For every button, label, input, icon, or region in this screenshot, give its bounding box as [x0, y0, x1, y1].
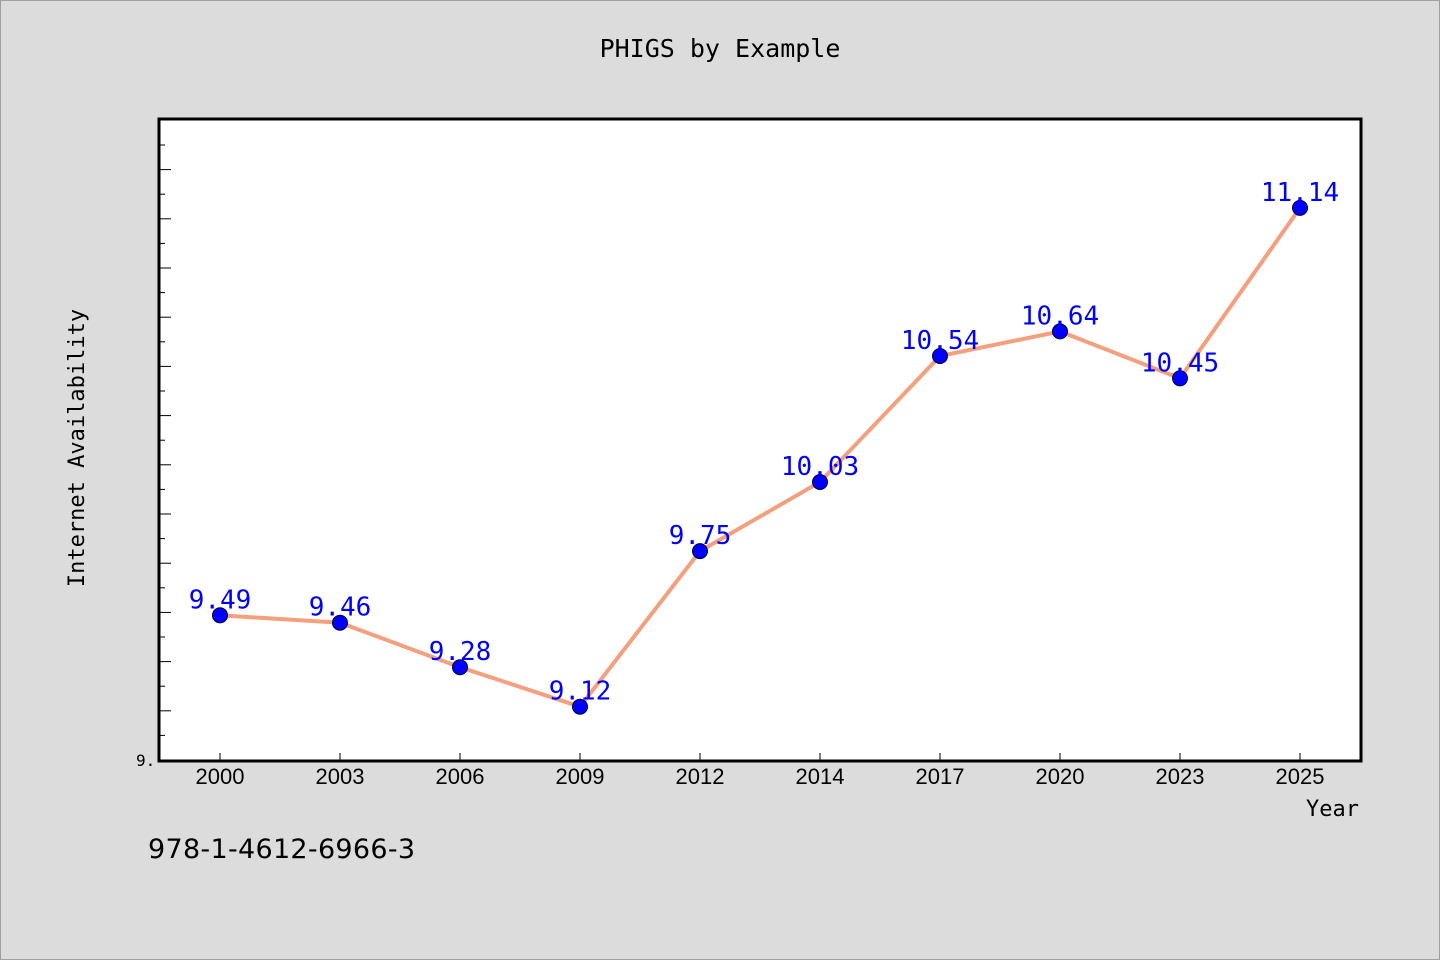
x-tick-label: 2000: [196, 764, 245, 789]
y-axis-label: Internet Availability: [65, 309, 90, 587]
x-tick-label: 2006: [436, 764, 485, 789]
data-points: [212, 199, 1308, 715]
x-tick-label: 2023: [1156, 764, 1205, 789]
x-tick-label: 2012: [676, 764, 725, 789]
y-tick-label: 9.: [136, 751, 155, 770]
x-tick-label: 2017: [916, 764, 965, 789]
x-tick-labels: 2000 2003 2006 2009 2012 2014 2017 2020 2023 2025: [196, 764, 1325, 789]
data-label: 9.12: [549, 677, 612, 707]
x-tick-label: 2020: [1036, 764, 1085, 789]
data-label: 10.03: [781, 452, 859, 482]
data-point: [1172, 370, 1188, 387]
data-labels: 9.49 9.46 9.28 9.12 9.75 10.03 10.54 10.64 10.45…: [189, 178, 1339, 707]
x-axis-ticks: [219, 753, 1301, 761]
series-line: [219, 206, 1302, 709]
data-label: 9.49: [189, 585, 252, 615]
data-point: [572, 698, 588, 715]
x-tick-label: 2009: [556, 764, 605, 789]
data-label: 9.28: [429, 637, 492, 667]
data-point: [1052, 323, 1068, 340]
data-label: 9.75: [669, 521, 732, 551]
data-point: [452, 659, 468, 676]
x-axis-label: Year: [1306, 797, 1359, 822]
x-tick-label: 2003: [316, 764, 365, 789]
data-point: [812, 474, 828, 490]
data-label: 10.45: [1141, 348, 1219, 378]
data-point: [932, 348, 948, 364]
plot-background: [157, 117, 1363, 763]
x-tick-label: 2025: [1276, 764, 1325, 789]
isbn-note: 978-1-4612-6966-3: [148, 834, 416, 865]
data-point: [212, 607, 228, 624]
data-label: 11.14: [1261, 178, 1339, 208]
chart-title: PHIGS by Example: [599, 34, 841, 63]
data-point: [692, 543, 708, 560]
y-axis-ticks: [159, 144, 171, 761]
series-line-group: [219, 206, 1302, 709]
data-label: 10.64: [1021, 301, 1099, 331]
data-label: 9.46: [309, 593, 372, 623]
data-label: 10.54: [901, 326, 979, 356]
data-point: [332, 614, 348, 631]
data-point: [1292, 199, 1308, 216]
x-tick-label: 2014: [796, 764, 845, 789]
